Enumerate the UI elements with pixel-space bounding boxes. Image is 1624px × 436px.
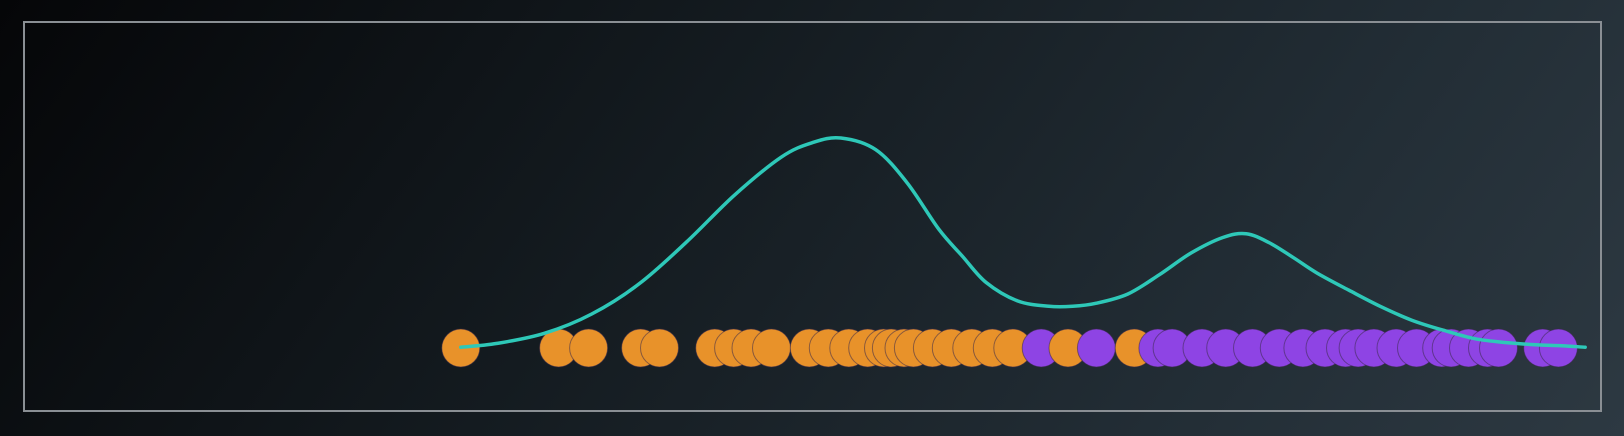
plot-frame (23, 21, 1602, 412)
density-curve (459, 135, 1587, 349)
data-point-series-0-8 (752, 328, 791, 368)
data-point-series-0-2 (569, 328, 609, 368)
data-point-series-1-19 (1479, 328, 1518, 368)
data-point-series-1-1 (1076, 328, 1116, 368)
data-point-series-0-4 (640, 328, 679, 368)
strip-points (441, 328, 1578, 368)
